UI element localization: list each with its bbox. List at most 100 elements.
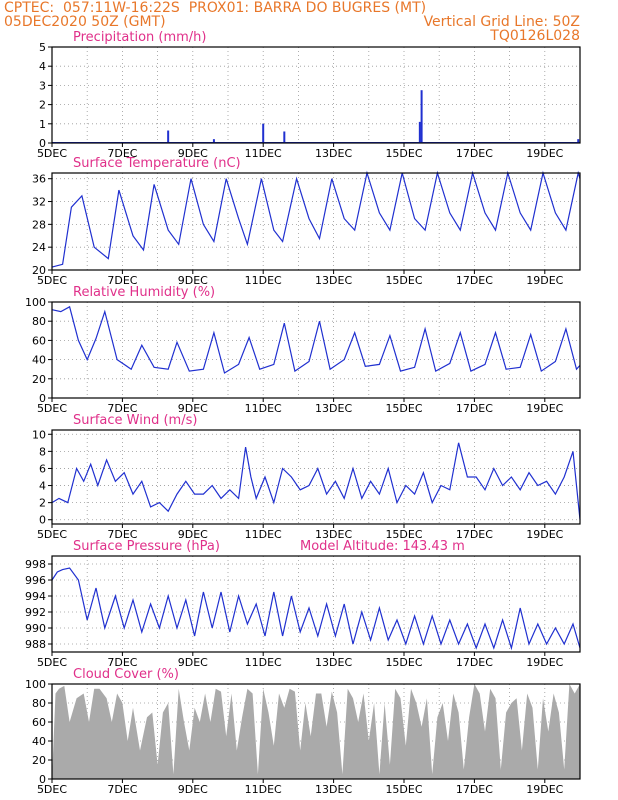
x-tick-label: 11DEC	[245, 656, 282, 669]
x-tick-label: 5DEC	[37, 528, 67, 541]
y-tick-label: 60	[32, 716, 46, 729]
y-tick-label: 0	[39, 392, 46, 405]
precip-bar	[167, 130, 170, 143]
y-tick-label: 28	[32, 218, 46, 231]
panel-annotation: Model Altitude: 143.43 m	[300, 539, 465, 554]
panel-title: Relative Humidity (%)	[73, 285, 215, 300]
y-tick-label: 5	[39, 41, 46, 54]
x-tick-label: 5DEC	[37, 656, 67, 669]
panel-title: Precipitation (mm/h)	[73, 30, 206, 45]
precip-bar	[212, 139, 215, 143]
y-tick-label: 2	[39, 497, 46, 510]
precip-bar	[262, 123, 265, 143]
x-tick-label: 9DEC	[178, 656, 208, 669]
x-tick-label: 9DEC	[178, 147, 208, 160]
panel-5: 0 20 40 60 80 100 5DEC 7DEC 9DEC 11DEC 13DEC 15DEC 1…	[25, 667, 581, 796]
x-tick-label: 5DEC	[37, 783, 67, 796]
panel-title: Cloud Cover (%)	[73, 667, 179, 682]
x-tick-label: 11DEC	[245, 147, 282, 160]
x-tick-label: 9DEC	[178, 274, 208, 287]
y-tick-label: 32	[32, 196, 46, 209]
x-tick-label: 5DEC	[37, 147, 67, 160]
x-tick-label: 5DEC	[37, 402, 67, 415]
y-tick-label: 990	[25, 622, 46, 635]
header-location: CPTEC: 057:11W-16:22S PROX01: BARRA DO B…	[4, 0, 427, 16]
x-tick-label: 11DEC	[245, 783, 282, 796]
y-tick-label: 4	[39, 60, 46, 73]
y-tick-label: 20	[32, 264, 46, 277]
x-tick-label: 15DEC	[385, 783, 422, 796]
x-tick-label: 17DEC	[456, 147, 493, 160]
x-tick-label: 13DEC	[315, 528, 352, 541]
panel-1: 20 24 28 32 36 5DEC 7DEC 9DEC 11DEC 13DEC 15DEC 17D…	[32, 156, 581, 287]
x-tick-label: 5DEC	[37, 274, 67, 287]
header-grid-line: Vertical Grid Line: 50Z	[423, 14, 580, 30]
y-tick-label: 60	[32, 334, 46, 347]
x-tick-label: 17DEC	[456, 528, 493, 541]
y-tick-label: 1	[39, 118, 46, 131]
series-line	[51, 567, 581, 651]
x-tick-label: 17DEC	[456, 656, 493, 669]
y-tick-label: 988	[25, 638, 46, 651]
y-tick-label: 80	[32, 315, 46, 328]
x-tick-label: 11DEC	[245, 528, 282, 541]
y-tick-label: 40	[32, 735, 46, 748]
y-tick-label: 0	[39, 773, 46, 786]
x-tick-label: 13DEC	[315, 656, 352, 669]
x-tick-label: 15DEC	[385, 274, 422, 287]
x-tick-label: 9DEC	[178, 528, 208, 541]
x-tick-label: 19DEC	[526, 402, 563, 415]
x-tick-label: 15DEC	[385, 402, 422, 415]
y-tick-label: 100	[25, 678, 46, 691]
x-tick-label: 7DEC	[107, 147, 137, 160]
panel-4: 988 990 992 994 996 998 5DEC 7DEC 9DEC 11DEC 13DEC…	[25, 539, 581, 669]
y-tick-label: 0	[39, 137, 46, 150]
y-tick-label: 2	[39, 99, 46, 112]
y-tick-label: 6	[39, 462, 46, 475]
x-tick-label: 17DEC	[456, 783, 493, 796]
x-tick-label: 13DEC	[315, 274, 352, 287]
series-line	[51, 305, 581, 374]
x-tick-label: 19DEC	[526, 274, 563, 287]
precip-bar	[577, 139, 580, 143]
panel-3: 0 2 4 6 8 10 5DEC 7DEC 9DEC 11DEC 13DEC 15DEC 17DEC 1…	[32, 413, 581, 541]
header-datetime: 05DEC2020 50Z (GMT)	[4, 14, 166, 30]
x-tick-label: 7DEC	[107, 783, 137, 796]
y-tick-label: 40	[32, 354, 46, 367]
x-tick-label: 19DEC	[526, 528, 563, 541]
x-tick-label: 13DEC	[315, 147, 352, 160]
x-tick-label: 9DEC	[178, 402, 208, 415]
precip-bar	[418, 121, 421, 143]
panel-frame	[51, 429, 581, 525]
cloud-area	[52, 684, 580, 779]
x-tick-label: 11DEC	[245, 402, 282, 415]
y-tick-label: 8	[39, 445, 46, 458]
panel-2: 0 20 40 60 80 100 5DEC 7DEC 9DEC 11DEC 13DEC 15DEC 1…	[25, 285, 581, 415]
series-line	[51, 170, 581, 268]
y-tick-label: 100	[25, 296, 46, 309]
x-tick-label: 17DEC	[456, 274, 493, 287]
y-tick-label: 0	[39, 514, 46, 527]
x-tick-label: 13DEC	[315, 783, 352, 796]
x-tick-label: 9DEC	[178, 783, 208, 796]
y-tick-label: 36	[32, 173, 46, 186]
panel-frame	[51, 46, 581, 144]
x-tick-label: 19DEC	[526, 656, 563, 669]
x-tick-label: 19DEC	[526, 147, 563, 160]
panel-frame	[51, 555, 581, 653]
y-tick-label: 80	[32, 697, 46, 710]
x-tick-label: 7DEC	[107, 528, 137, 541]
y-tick-label: 3	[39, 79, 46, 92]
x-tick-label: 15DEC	[385, 656, 422, 669]
panel-frame	[51, 301, 581, 399]
precip-bar	[420, 90, 423, 143]
x-tick-label: 11DEC	[245, 274, 282, 287]
panel-title: Surface Pressure (hPa)	[73, 539, 220, 554]
panel-title: Surface Wind (m/s)	[73, 413, 197, 428]
series-line	[51, 442, 581, 520]
precip-bar	[283, 131, 286, 143]
y-tick-label: 998	[25, 558, 46, 571]
x-tick-label: 13DEC	[315, 402, 352, 415]
y-tick-label: 10	[32, 428, 46, 441]
y-tick-label: 24	[32, 241, 46, 254]
